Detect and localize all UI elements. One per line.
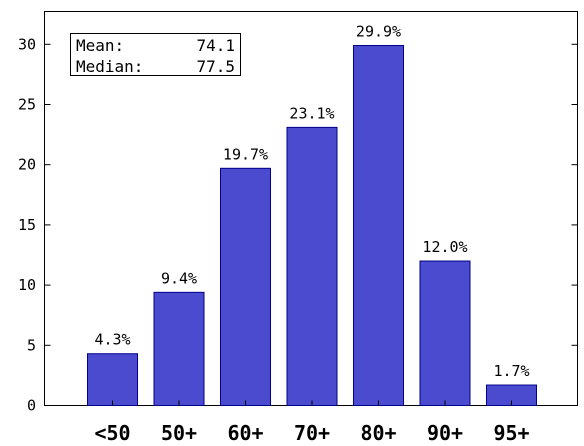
stats-box: Mean: 74.1 Median: 77.5 xyxy=(70,33,241,76)
bar-data-label: 12.0% xyxy=(422,238,467,256)
median-value: 77.5 xyxy=(196,57,235,76)
y-tick-label: 20 xyxy=(18,156,36,174)
x-tick-label: 70+ xyxy=(294,421,330,445)
x-tick-label: 50+ xyxy=(161,421,197,445)
x-tick-label: 95+ xyxy=(493,421,529,445)
bar-data-label: 1.7% xyxy=(493,362,529,380)
y-tick-label: 0 xyxy=(27,397,36,415)
bar xyxy=(220,167,271,406)
y-tick-label: 15 xyxy=(18,216,36,234)
bar-data-label: 29.9% xyxy=(356,23,401,41)
x-tick-label: <50 xyxy=(94,421,130,445)
y-tick-label: 25 xyxy=(18,96,36,114)
bar-data-label: 19.7% xyxy=(223,145,268,163)
y-tick-label: 10 xyxy=(18,276,36,294)
bars xyxy=(87,45,537,407)
x-axis: <50 50+ 60+ 70+ 80+ 90+ 95+ xyxy=(94,400,530,445)
data-labels: 4.3% 9.4% 19.7% 23.1% 29.9% 12.0% 1.7% xyxy=(94,23,529,381)
bar-data-label: 9.4% xyxy=(161,269,197,287)
y-axis: 0 5 10 15 20 25 30 xyxy=(18,35,578,415)
bar xyxy=(153,291,205,407)
bar xyxy=(353,45,404,407)
bar-data-label: 4.3% xyxy=(94,331,130,349)
median-label: Median: xyxy=(76,57,143,76)
x-tick-label: 60+ xyxy=(227,421,263,445)
mean-value: 74.1 xyxy=(196,36,235,55)
y-tick-label: 5 xyxy=(27,336,36,354)
bar-data-label: 23.1% xyxy=(289,104,334,122)
bar xyxy=(419,260,471,406)
stats-box-frame xyxy=(70,33,241,76)
mean-label: Mean: xyxy=(76,36,124,55)
bar xyxy=(286,126,338,406)
x-tick-label: 90+ xyxy=(427,421,463,445)
y-tick-label: 30 xyxy=(18,35,36,53)
x-tick-label: 80+ xyxy=(360,421,396,445)
bar xyxy=(87,353,138,406)
